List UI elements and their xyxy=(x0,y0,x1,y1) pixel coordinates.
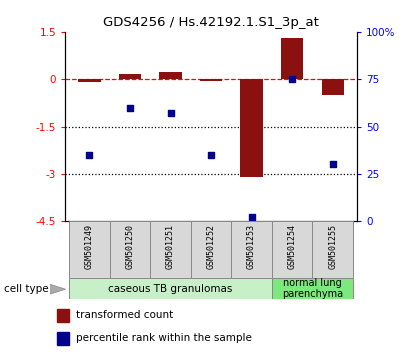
Bar xyxy=(57,309,69,322)
Bar xyxy=(69,221,110,278)
Text: cell type: cell type xyxy=(4,284,49,294)
Point xyxy=(248,215,255,220)
Bar xyxy=(272,221,312,278)
Title: GDS4256 / Hs.42192.1.S1_3p_at: GDS4256 / Hs.42192.1.S1_3p_at xyxy=(103,16,319,29)
Point xyxy=(289,76,296,82)
Text: percentile rank within the sample: percentile rank within the sample xyxy=(76,333,252,343)
Bar xyxy=(191,221,231,278)
Bar xyxy=(150,221,191,278)
Bar xyxy=(272,278,353,299)
Point xyxy=(86,152,93,158)
Text: GSM501250: GSM501250 xyxy=(126,224,134,269)
Text: transformed count: transformed count xyxy=(76,310,173,320)
Point xyxy=(329,161,336,167)
Point xyxy=(167,110,174,116)
Bar xyxy=(322,79,344,95)
Bar xyxy=(57,332,69,345)
Bar xyxy=(78,79,100,82)
Text: GSM501255: GSM501255 xyxy=(328,224,337,269)
Bar xyxy=(119,74,141,79)
Text: GSM501251: GSM501251 xyxy=(166,224,175,269)
Bar xyxy=(200,79,222,81)
Bar xyxy=(110,221,150,278)
Point xyxy=(208,152,215,158)
Text: GSM501252: GSM501252 xyxy=(207,224,215,269)
Point xyxy=(126,105,133,110)
Bar xyxy=(231,221,272,278)
Bar xyxy=(312,221,353,278)
Polygon shape xyxy=(50,284,66,294)
Text: normal lung
parenchyma: normal lung parenchyma xyxy=(282,278,343,299)
Bar xyxy=(159,72,182,79)
Text: GSM501249: GSM501249 xyxy=(85,224,94,269)
Bar xyxy=(240,79,263,177)
Bar xyxy=(281,38,303,79)
Bar xyxy=(69,278,272,299)
Text: GSM501253: GSM501253 xyxy=(247,224,256,269)
Text: GSM501254: GSM501254 xyxy=(288,224,297,269)
Text: caseous TB granulomas: caseous TB granulomas xyxy=(108,284,233,293)
